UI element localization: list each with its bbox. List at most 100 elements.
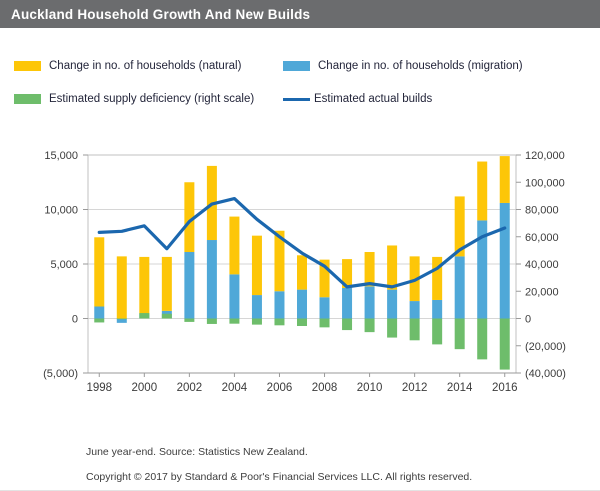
bar-natural-2010: [364, 252, 375, 287]
chart-title: Auckland Household Growth And New Builds: [11, 6, 311, 22]
bar-natural-2009: [342, 259, 353, 288]
bar-natural-1999: [116, 256, 127, 319]
y-left-tick-label: 5,000: [50, 259, 78, 271]
bar-deficiency-2005: [251, 318, 262, 325]
x-tick-label: 2012: [402, 382, 428, 394]
builds-line: [97, 196, 507, 289]
bar-deficiency-1999: [116, 318, 127, 320]
bar-migration-2004: [229, 274, 240, 319]
bar-migration-2016: [499, 202, 510, 319]
bar-natural-2000: [139, 256, 150, 315]
x-tick-label: 2000: [132, 382, 158, 394]
bar-natural-2014: [454, 196, 465, 257]
x-tick-label: 2016: [492, 382, 518, 394]
y-left-tick-label: 10,000: [44, 205, 78, 217]
bar-migration-2015: [477, 220, 488, 319]
legend-item-natural: Change in no. of households (natural): [14, 56, 283, 76]
y-left-tick-label: 0: [72, 314, 78, 326]
bar-migration-2007: [297, 289, 307, 319]
x-axis-labels: 1998 2000 2002 2004 2006 2008 2010 2012 2014 2016: [86, 382, 517, 394]
y-right-tick-label: 120,000: [525, 150, 565, 162]
bar-deficiency-2003: [206, 318, 217, 324]
bar-deficiency-2007: [297, 318, 307, 326]
bar-deficiency-2009: [342, 318, 353, 331]
legend: Change in no. of households (natural) Ch…: [14, 56, 592, 109]
source-note: June year-end. Source: Statistics New Ze…: [86, 446, 308, 458]
legend-label-deficiency: Estimated supply deficiency (right scale…: [49, 93, 255, 105]
bar-migration-2009: [342, 287, 353, 319]
bar-natural-2013: [432, 256, 443, 300]
x-tick-label: 2010: [357, 382, 383, 394]
bar-natural-2007: [297, 255, 307, 290]
y-axis-left-labels: 15,000 10,000 5,000 0 (5,000): [43, 150, 78, 380]
bar-deficiency-2002: [184, 318, 195, 322]
x-tick-label: 2002: [177, 382, 203, 394]
bar-deficiency-2010: [364, 318, 375, 333]
copyright-note: Copyright © 2017 by Standard & Poor's Fi…: [86, 471, 473, 483]
bar-migration-2006: [274, 291, 285, 319]
y-left-tick-label: (5,000): [43, 368, 78, 380]
bar-deficiency-2008: [319, 318, 330, 328]
x-tick-label: 2004: [222, 382, 248, 394]
bar-deficiency-2013: [432, 318, 443, 345]
bar-natural-2006: [274, 230, 285, 292]
migration-swatch-icon: [283, 61, 310, 71]
bar-deficiency-2001: [161, 313, 172, 319]
bar-migration-2003: [206, 240, 217, 319]
bar-natural-2016: [499, 156, 510, 203]
bar-deficiency-2016: [499, 318, 510, 370]
y-right-tick-label: 20,000: [525, 286, 559, 298]
bar-deficiency-2006: [274, 318, 285, 326]
legend-label-natural: Change in no. of households (natural): [49, 60, 242, 72]
bar-natural-2008: [319, 259, 330, 298]
y-axis-right-labels: 120,000 100,000 80,000 60,000 40,000 20,000 0 (…: [525, 150, 566, 380]
bar-migration-2014: [454, 256, 465, 319]
bar-natural-2004: [229, 216, 240, 275]
y-right-tick-label: (20,000): [525, 341, 566, 353]
y-right-tick-label: 100,000: [525, 177, 565, 189]
legend-label-builds: Estimated actual builds: [314, 93, 433, 105]
y-right-tick-label: (40,000): [525, 368, 566, 380]
y-right-tick-label: 0: [525, 314, 531, 326]
bar-migration-2005: [251, 295, 262, 319]
legend-label-migration: Change in no. of households (migration): [318, 60, 523, 72]
builds-line-swatch-icon: [283, 97, 310, 101]
bar-natural-2015: [477, 161, 488, 221]
bar-deficiency-2015: [477, 318, 488, 360]
bar-migration-1998: [94, 306, 105, 319]
y-left-tick-label: 15,000: [44, 150, 78, 162]
bar-natural-2005: [251, 235, 262, 296]
deficiency-swatch-icon: [14, 94, 41, 104]
bar-migration-2008: [319, 297, 330, 319]
bar-deficiency-2014: [454, 318, 465, 350]
chart-svg: 15,000 10,000 5,000 0 (5,000) 120,000 100,000 8…: [43, 150, 566, 394]
title-bar: Auckland Household Growth And New Builds: [0, 0, 600, 28]
x-tick-label: 2008: [312, 382, 338, 394]
legend-item-migration: Change in no. of households (migration): [283, 56, 592, 76]
bar-migration-2012: [409, 301, 420, 319]
bar-deficiency-2000: [139, 313, 150, 319]
bar-deficiency-2004: [229, 318, 240, 324]
bar-deficiency-2012: [409, 318, 420, 341]
y-right-tick-label: 40,000: [525, 259, 559, 271]
y-right-tick-label: 80,000: [525, 205, 559, 217]
y-right-tick-label: 60,000: [525, 232, 559, 244]
bar-natural-2002: [184, 182, 195, 253]
x-tick-label: 1998: [86, 382, 112, 394]
axes: [83, 154, 521, 377]
x-tick-label: 2006: [267, 382, 293, 394]
bar-migration-1999: [116, 318, 127, 323]
household-bars: [94, 156, 510, 323]
deficiency-bars: [94, 313, 510, 370]
bar-natural-1998: [94, 237, 105, 307]
natural-swatch-icon: [14, 61, 41, 71]
bar-migration-2002: [184, 252, 195, 319]
legend-item-builds: Estimated actual builds: [283, 89, 592, 109]
legend-item-deficiency: Estimated supply deficiency (right scale…: [14, 89, 283, 109]
bar-deficiency-2011: [387, 318, 398, 338]
bar-migration-2011: [387, 289, 398, 319]
x-tick-label: 2014: [447, 382, 473, 394]
bar-migration-2010: [364, 286, 375, 319]
bar-natural-2011: [387, 245, 398, 290]
